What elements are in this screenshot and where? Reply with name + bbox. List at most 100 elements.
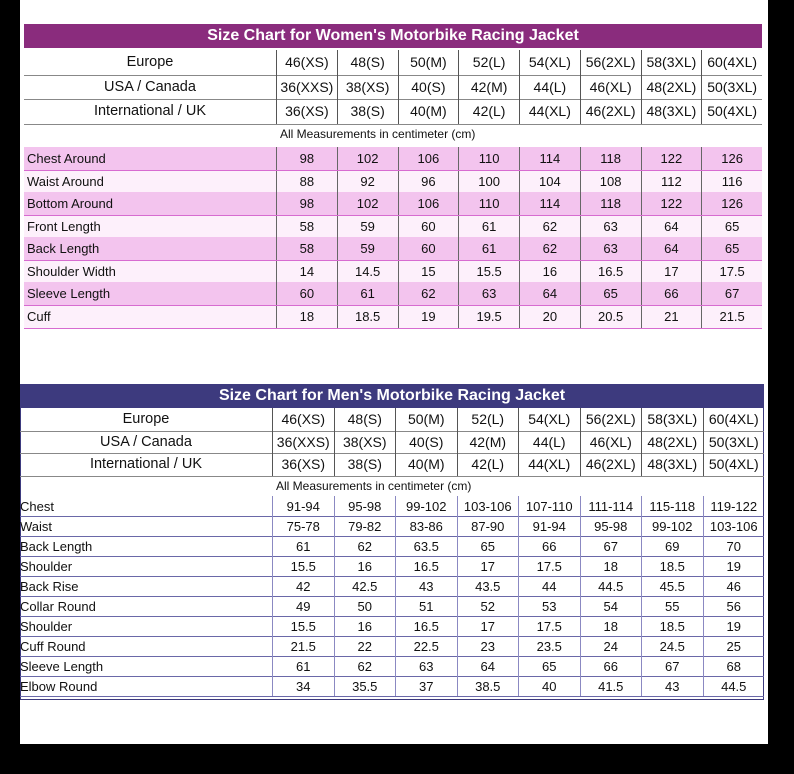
measurement-value: 44.5 — [702, 676, 765, 696]
size-header-cell: 38(XS) — [336, 74, 398, 99]
size-header-row: Europe 46(XS) 48(S) 50(M) 52(L) 54(XL) 56(2XL)… — [24, 50, 762, 76]
measurement-value: 19 — [702, 616, 765, 636]
measurement-value: 15.5 — [272, 616, 334, 636]
size-header-cell: 48(S) — [333, 408, 396, 431]
measurement-value: 95-98 — [579, 516, 642, 536]
measurement-row: Chest Around 98 102 106 110 114 118 122 126 — [24, 147, 762, 170]
measurement-value: 69 — [641, 536, 703, 556]
measurement-label: Waist — [20, 518, 53, 534]
measurement-value: 65 — [518, 656, 580, 676]
measurement-value: 16.5 — [395, 616, 457, 636]
measurement-value: 55 — [641, 596, 703, 616]
unit-note-text: All Measurements in centimeter (cm) — [280, 127, 476, 141]
measurement-value: 16.5 — [395, 556, 457, 576]
measurement-label: Back Length — [20, 538, 93, 554]
measurement-value: 19 — [702, 556, 765, 576]
measurement-value: 98 — [276, 192, 337, 215]
size-header-cell: 46(2XL) — [579, 99, 641, 124]
size-system-label: International / UK — [93, 103, 207, 120]
measurement-value: 43 — [641, 676, 703, 696]
measurement-value: 87-90 — [456, 516, 519, 536]
size-header-cell: 42(L) — [458, 99, 519, 124]
measurement-row: Waist Around 88 92 96 100 104 108 112 116 — [24, 169, 762, 194]
measurement-row: Elbow Round 34 35.5 37 38.5 40 41.5 43 44.5 — [20, 676, 764, 697]
measurement-label: Sleeve Length — [27, 285, 111, 301]
size-header-cell: 36(XS) — [272, 453, 334, 476]
measurement-value: 56 — [702, 596, 765, 616]
size-header-cell: 52(L) — [458, 50, 519, 75]
measurement-value: 16 — [519, 260, 580, 283]
measurement-value: 91-94 — [272, 496, 334, 516]
size-header-cell: 52(L) — [456, 408, 519, 431]
size-header-cell: 56(2XL) — [579, 408, 642, 431]
measurement-value: 63 — [395, 656, 457, 676]
measurement-value: 22.5 — [395, 636, 457, 656]
size-header-cell: 46(XL) — [579, 430, 642, 453]
measurement-value: 19 — [397, 305, 459, 328]
measurement-row: Back Length 58 59 60 61 62 63 64 65 — [24, 237, 762, 260]
size-header-cell: 38(XS) — [333, 430, 396, 453]
measurement-value: 126 — [701, 147, 762, 170]
size-header-cell: 50(M) — [397, 50, 459, 75]
size-header-cell: 42(L) — [456, 453, 519, 476]
measurement-label: Waist Around — [27, 174, 104, 190]
size-system-label: USA / Canada — [100, 433, 192, 450]
measurement-label: Sleeve Length — [20, 658, 104, 674]
measurement-label: Back Rise — [20, 578, 79, 594]
measurement-value: 111-114 — [579, 496, 642, 516]
measurement-value: 64 — [640, 215, 702, 238]
measurement-value: 115-118 — [641, 496, 703, 516]
measurement-value: 75-78 — [272, 516, 334, 536]
size-header-cell: 50(4XL) — [701, 99, 762, 124]
measurement-value: 91-94 — [518, 516, 580, 536]
measurement-value: 42.5 — [333, 576, 396, 596]
measurement-value: 24.5 — [641, 636, 703, 656]
measurement-value: 65 — [701, 237, 762, 260]
measurement-value: 58 — [276, 215, 337, 238]
measurement-value: 25 — [702, 636, 765, 656]
measurement-row: Chest 91-94 95-98 99-102 103-106 107-110 111-1… — [20, 496, 764, 517]
measurement-value: 110 — [458, 192, 519, 215]
size-header-cell: 44(L) — [518, 430, 580, 453]
size-header-cell: 42(M) — [458, 74, 519, 99]
measurement-value: 102 — [336, 192, 398, 215]
measurement-value: 83-86 — [395, 516, 457, 536]
measurement-value: 60 — [397, 215, 459, 238]
size-header-cell: 46(XS) — [272, 408, 334, 431]
measurement-value: 108 — [579, 170, 641, 193]
measurement-value: 60 — [276, 282, 337, 305]
size-header-cell: 48(2XL) — [641, 430, 703, 453]
measurement-value: 116 — [701, 170, 762, 193]
measurement-value: 59 — [336, 215, 398, 238]
measurement-value: 14.5 — [336, 260, 398, 283]
measurement-value: 122 — [640, 147, 702, 170]
size-header-cell: 48(3XL) — [641, 453, 703, 476]
measurement-value: 62 — [397, 282, 459, 305]
measurement-value: 62 — [333, 536, 396, 556]
measurement-value: 52 — [456, 596, 519, 616]
measurement-value: 79-82 — [333, 516, 396, 536]
size-header-cell: 50(M) — [395, 408, 457, 431]
measurement-value: 103-106 — [702, 516, 765, 536]
size-header-cell: 36(XXS) — [276, 74, 337, 99]
size-header-cell: 40(M) — [395, 453, 457, 476]
measurement-value: 20.5 — [579, 305, 641, 328]
measurement-value: 18 — [276, 305, 337, 328]
size-header-cell: 50(3XL) — [701, 74, 762, 99]
measurement-value: 67 — [701, 282, 762, 305]
measurement-value: 23.5 — [518, 636, 580, 656]
measurement-value: 119-122 — [702, 496, 765, 516]
size-header-cell: 48(3XL) — [640, 99, 702, 124]
measurement-value: 61 — [272, 536, 334, 556]
measurement-value: 19.5 — [458, 305, 519, 328]
measurement-value: 45.5 — [641, 576, 703, 596]
measurement-label: Front Length — [27, 219, 101, 235]
measurement-value: 18.5 — [336, 305, 398, 328]
measurement-value: 98 — [276, 147, 337, 170]
size-system-label: USA / Canada — [104, 78, 196, 95]
size-header-cell: 36(XS) — [276, 99, 337, 124]
measurement-value: 118 — [579, 192, 641, 215]
measurement-value: 18.5 — [641, 616, 703, 636]
size-header-cell: 40(S) — [395, 430, 457, 453]
measurement-value: 67 — [641, 656, 703, 676]
